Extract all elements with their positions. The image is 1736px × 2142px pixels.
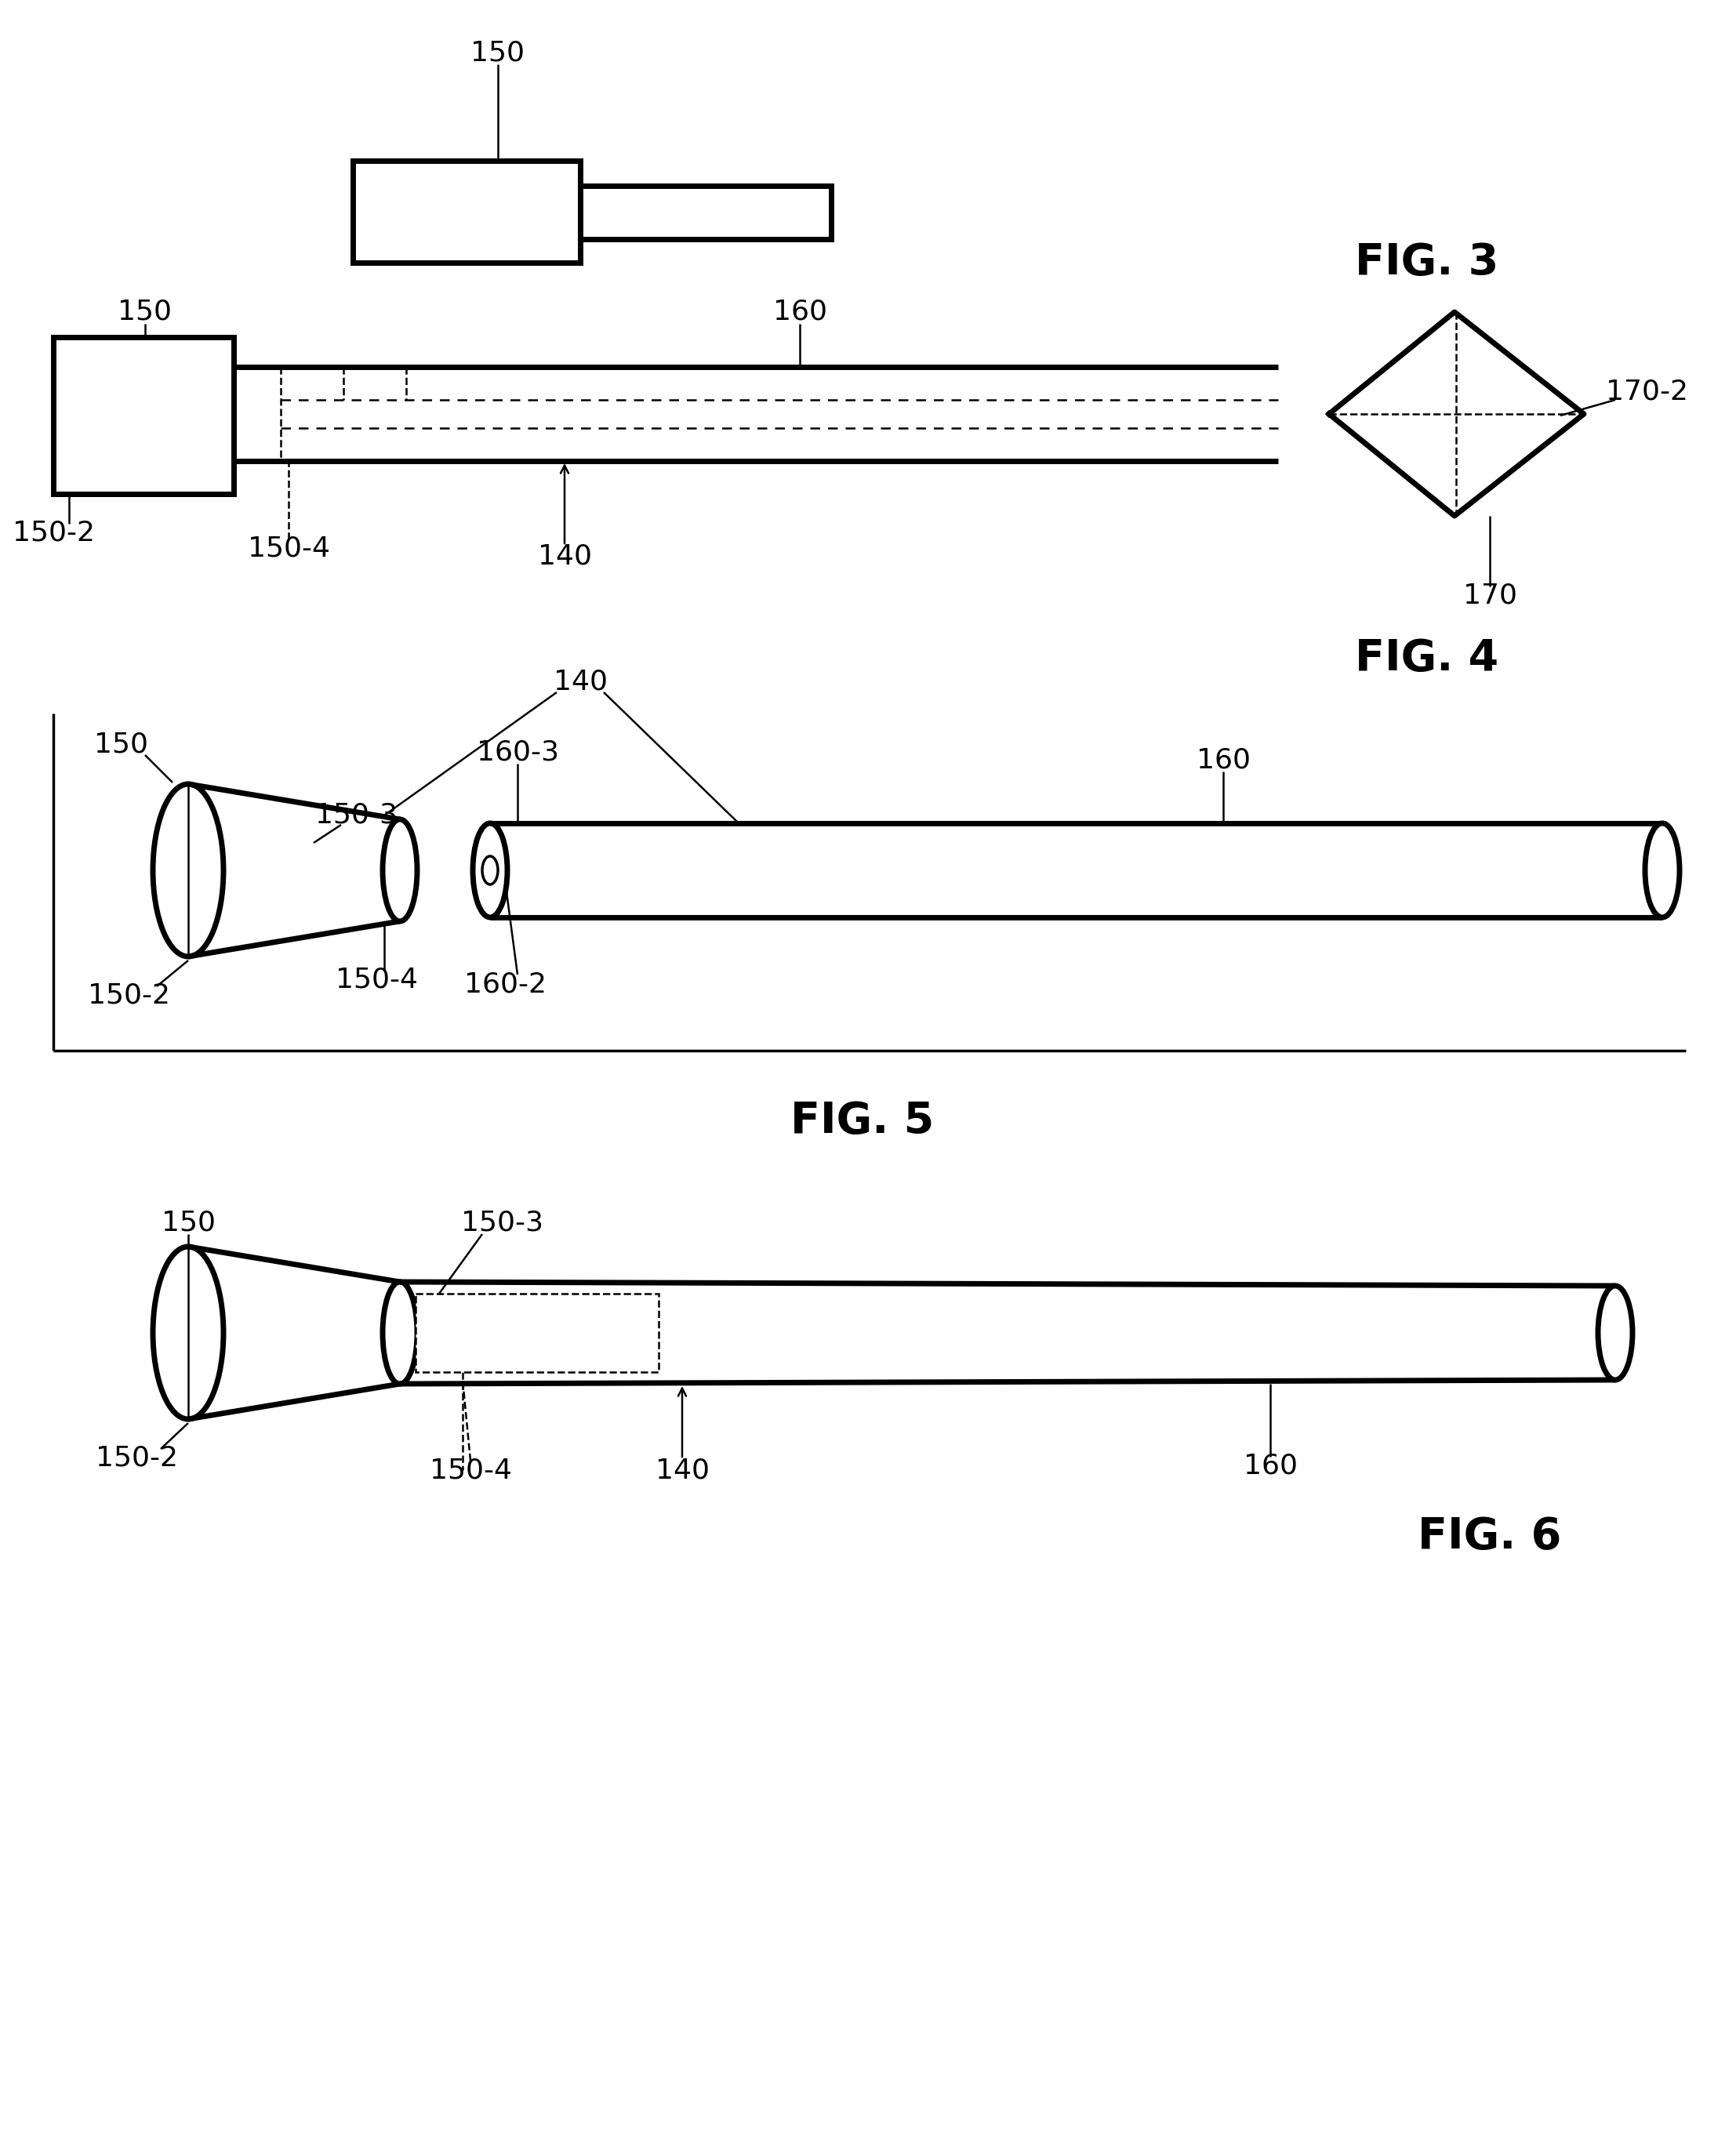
Ellipse shape: [472, 823, 507, 917]
Text: 150: 150: [470, 41, 524, 66]
Ellipse shape: [153, 784, 224, 957]
Text: FIG. 4: FIG. 4: [1356, 638, 1498, 679]
Text: FIG. 5: FIG. 5: [790, 1101, 934, 1142]
Text: 140: 140: [538, 544, 592, 570]
Bar: [54, 336, 234, 495]
Text: 150: 150: [94, 733, 149, 758]
Text: 160: 160: [773, 298, 826, 326]
Text: 150-2: 150-2: [89, 983, 170, 1009]
Text: 160-2: 160-2: [465, 970, 547, 998]
Text: 170-2: 170-2: [1606, 379, 1687, 405]
Text: 160: 160: [1243, 1452, 1297, 1480]
Text: 160-3: 160-3: [476, 739, 559, 767]
Text: 150: 150: [161, 1210, 215, 1236]
Text: 150-3: 150-3: [460, 1210, 543, 1236]
Text: 160: 160: [1196, 748, 1250, 773]
Bar: [415, 1294, 658, 1373]
Text: 150-2: 150-2: [95, 1446, 179, 1472]
Text: FIG. 3: FIG. 3: [1356, 242, 1498, 285]
Ellipse shape: [153, 1247, 224, 1420]
Bar: [352, 161, 580, 263]
Ellipse shape: [1646, 823, 1679, 917]
Text: 150-3: 150-3: [316, 801, 398, 829]
Ellipse shape: [483, 857, 498, 885]
Text: 150-4: 150-4: [335, 966, 418, 994]
Ellipse shape: [382, 820, 417, 921]
Text: 140: 140: [554, 668, 608, 696]
Text: 150-4: 150-4: [429, 1457, 512, 1484]
Text: 150-2: 150-2: [12, 521, 94, 546]
Text: 170: 170: [1463, 583, 1517, 608]
Text: FIG. 6: FIG. 6: [1418, 1517, 1562, 1557]
Text: 150: 150: [118, 298, 172, 326]
Text: 140: 140: [654, 1457, 710, 1484]
Text: 150-4: 150-4: [248, 536, 330, 561]
Ellipse shape: [1599, 1285, 1632, 1379]
Bar: [580, 186, 832, 240]
Ellipse shape: [382, 1281, 417, 1384]
